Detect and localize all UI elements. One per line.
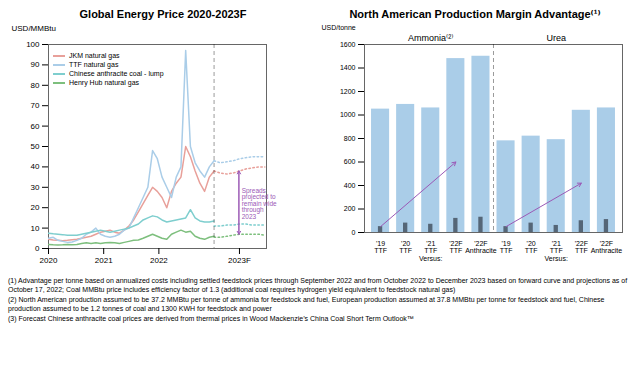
svg-text:USD/MMBtu: USD/MMBtu xyxy=(12,24,56,33)
html-text:(2) North American production: (2) North American production assumed to… xyxy=(8,295,605,313)
svg-text:2022: 2022 xyxy=(150,256,168,265)
svg-text:Ammonia⁽²⁾: Ammonia⁽²⁾ xyxy=(408,33,453,43)
html-text:TTF natural gas: TTF natural gas xyxy=(69,61,119,68)
html-text:Global Energy Price 2020-2023F: Global Energy Price 2020-2023F xyxy=(79,8,247,20)
svg-text:'20TTF: '20TTF xyxy=(525,240,538,254)
svg-text:200: 200 xyxy=(344,205,356,212)
svg-text:Spreadsprojected toremain wide: Spreadsprojected toremain widethrough202… xyxy=(242,187,277,220)
svg-text:50: 50 xyxy=(31,142,40,151)
svg-text:2023F: 2023F xyxy=(228,256,251,265)
svg-text:600: 600 xyxy=(344,158,356,165)
svg-text:20: 20 xyxy=(31,203,40,212)
svg-text:400: 400 xyxy=(344,182,356,189)
svg-text:70: 70 xyxy=(31,101,40,110)
html-text:Chinese anthracite coal - lump: Chinese anthracite coal - lump xyxy=(69,70,164,77)
svg-text:'22FTTF: '22FTTF xyxy=(449,240,462,254)
svg-text:USD/tonne: USD/tonne xyxy=(322,24,356,31)
svg-text:10: 10 xyxy=(31,224,40,233)
svg-text:800: 800 xyxy=(344,135,356,142)
svg-text:90: 90 xyxy=(31,60,40,69)
html-text:(1) Advantage per tonne based: (1) Advantage per tonne based on annuali… xyxy=(8,277,628,294)
svg-text:Urea: Urea xyxy=(546,33,566,43)
svg-text:2021: 2021 xyxy=(95,256,113,265)
svg-text:100: 100 xyxy=(26,40,40,49)
svg-text:'21TTF: '21TTF xyxy=(424,240,437,254)
svg-text:'21TTF: '21TTF xyxy=(550,240,563,254)
html-text:North American Production Marg: North American Production Margin Advanta… xyxy=(349,8,601,20)
svg-text:60: 60 xyxy=(31,122,40,131)
svg-text:'22FAnthracite: '22FAnthracite xyxy=(465,240,497,254)
svg-text:0: 0 xyxy=(35,244,40,253)
svg-text:1200: 1200 xyxy=(340,88,356,95)
svg-text:'19TTF: '19TTF xyxy=(500,240,513,254)
svg-text:1000: 1000 xyxy=(340,111,356,118)
svg-text:'20TTF: '20TTF xyxy=(399,240,412,254)
svg-text:30: 30 xyxy=(31,183,40,192)
svg-text:1600: 1600 xyxy=(340,41,356,48)
svg-text:Versus:: Versus: xyxy=(545,255,568,262)
html-text:JKM natural gas: JKM natural gas xyxy=(69,52,120,59)
svg-text:1400: 1400 xyxy=(340,64,356,71)
html-text:Henry Hub natural gas: Henry Hub natural gas xyxy=(69,79,139,86)
svg-text:2020: 2020 xyxy=(40,256,58,265)
svg-text:'19TTF: '19TTF xyxy=(374,240,387,254)
svg-text:0: 0 xyxy=(352,229,356,236)
svg-text:Versus:: Versus: xyxy=(419,255,442,262)
svg-text:'22FAnthracite: '22FAnthracite xyxy=(591,240,623,254)
html-text:(3) Forecast Chinese anthracit: (3) Forecast Chinese anthracite coal pri… xyxy=(8,314,414,322)
svg-text:80: 80 xyxy=(31,81,40,90)
svg-text:'22FTTF: '22FTTF xyxy=(575,240,588,254)
svg-text:40: 40 xyxy=(31,162,40,171)
